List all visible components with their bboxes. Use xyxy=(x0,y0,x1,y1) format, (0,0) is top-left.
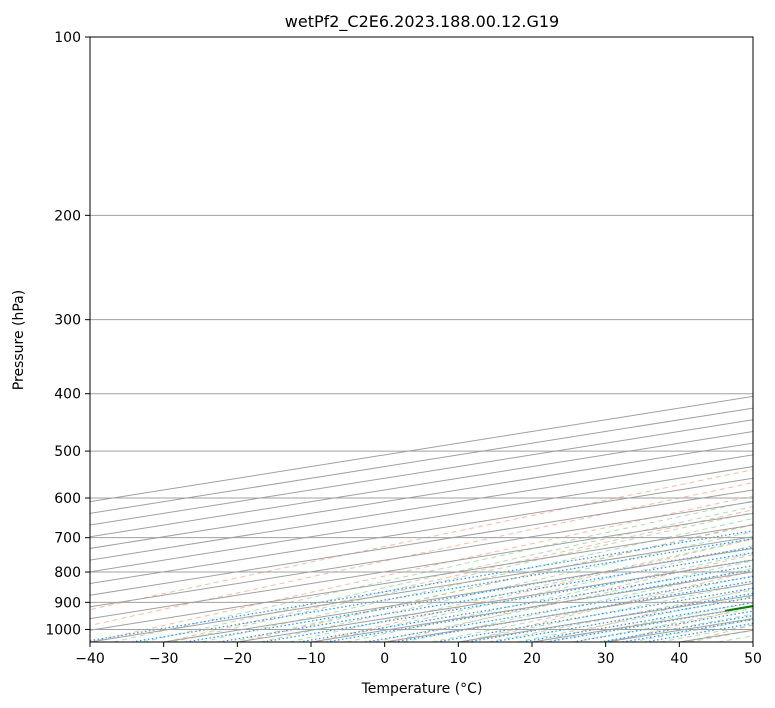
y-axis-label: Pressure (hPa) xyxy=(11,290,27,390)
y-tick-label: 600 xyxy=(54,491,81,507)
y-tick-label: 500 xyxy=(54,444,81,460)
x-tick-label: 40 xyxy=(670,651,688,667)
x-tick-label: 30 xyxy=(597,651,615,667)
isotherm xyxy=(531,606,753,642)
isotherm xyxy=(752,641,753,642)
background-lines xyxy=(90,37,775,642)
moist-adiabat xyxy=(113,500,753,642)
y-tick-label: 200 xyxy=(54,208,81,224)
y-tick-label: 300 xyxy=(54,313,81,329)
isotherm xyxy=(310,571,753,642)
y-axis: 100 200 300 400 500 600 700 800 900 1000 xyxy=(45,30,90,638)
isotherm xyxy=(90,512,753,620)
x-tick-label: −20 xyxy=(223,651,253,667)
dry-adiabat xyxy=(90,495,753,642)
moist-adiabat xyxy=(288,537,753,642)
mixing-ratio-line xyxy=(436,587,753,642)
moist-adiabat xyxy=(431,575,753,642)
x-tick-label: −30 xyxy=(149,651,179,667)
mixing-ratio-line xyxy=(622,618,753,642)
dry-adiabat xyxy=(314,538,753,642)
moist-adiabat xyxy=(142,505,753,642)
mixing-ratio-line xyxy=(299,565,753,642)
isotherm xyxy=(90,489,753,596)
dry-adiabat xyxy=(165,509,753,642)
moist-adiabat xyxy=(172,511,753,642)
y-tick-label: 900 xyxy=(54,595,81,611)
moist-adiabat xyxy=(230,524,753,642)
moist-adiabat xyxy=(488,589,753,642)
y-tick-label: 700 xyxy=(54,531,81,547)
x-tick-label: 20 xyxy=(523,651,541,667)
isotherm xyxy=(90,501,753,608)
x-tick-label: 0 xyxy=(380,651,389,667)
dry-adiabat xyxy=(389,554,753,642)
isotherm xyxy=(90,442,753,549)
mixing-ratio-line xyxy=(326,569,753,642)
isotherm xyxy=(90,536,753,642)
isotherm xyxy=(90,477,753,585)
x-axis: −40 −30 −20 −10 0 10 20 30 40 50 xyxy=(75,642,762,667)
isotherm xyxy=(90,454,753,561)
x-axis-label: Temperature (°C) xyxy=(361,681,483,697)
moist-adiabat xyxy=(689,629,753,642)
moist-adiabat xyxy=(573,607,753,642)
plot-frame xyxy=(89,36,754,643)
moist-adiabat xyxy=(602,613,753,642)
y-tick-label: 800 xyxy=(54,565,81,581)
y-tick-label: 400 xyxy=(54,387,81,403)
isotherm xyxy=(90,466,753,573)
y-tick-label: 1000 xyxy=(45,622,81,638)
x-tick-label: 50 xyxy=(744,651,762,667)
dry-adiabat xyxy=(90,469,753,611)
moist-adiabat xyxy=(201,518,753,642)
moist-adiabat xyxy=(374,560,753,642)
dry-adiabat xyxy=(538,587,753,642)
x-tick-label: 10 xyxy=(449,651,467,667)
isotherm xyxy=(163,547,753,642)
x-tick-label: −40 xyxy=(75,651,105,667)
chart-title: wetPf2_C2E6.2023.188.00.12.G19 xyxy=(285,12,559,32)
dry-adiabat xyxy=(90,482,753,627)
mixing-ratio-line xyxy=(365,575,753,642)
isotherm xyxy=(90,524,753,631)
dry-adiabat xyxy=(763,37,775,642)
moist-adiabat xyxy=(317,545,753,642)
dry-adiabat xyxy=(463,570,753,642)
x-tick-label: −10 xyxy=(296,651,326,667)
moist-adiabat xyxy=(260,530,753,642)
moist-adiabat xyxy=(346,552,753,642)
y-tick-label: 100 xyxy=(54,30,81,46)
mixing-ratio-line xyxy=(131,538,753,642)
